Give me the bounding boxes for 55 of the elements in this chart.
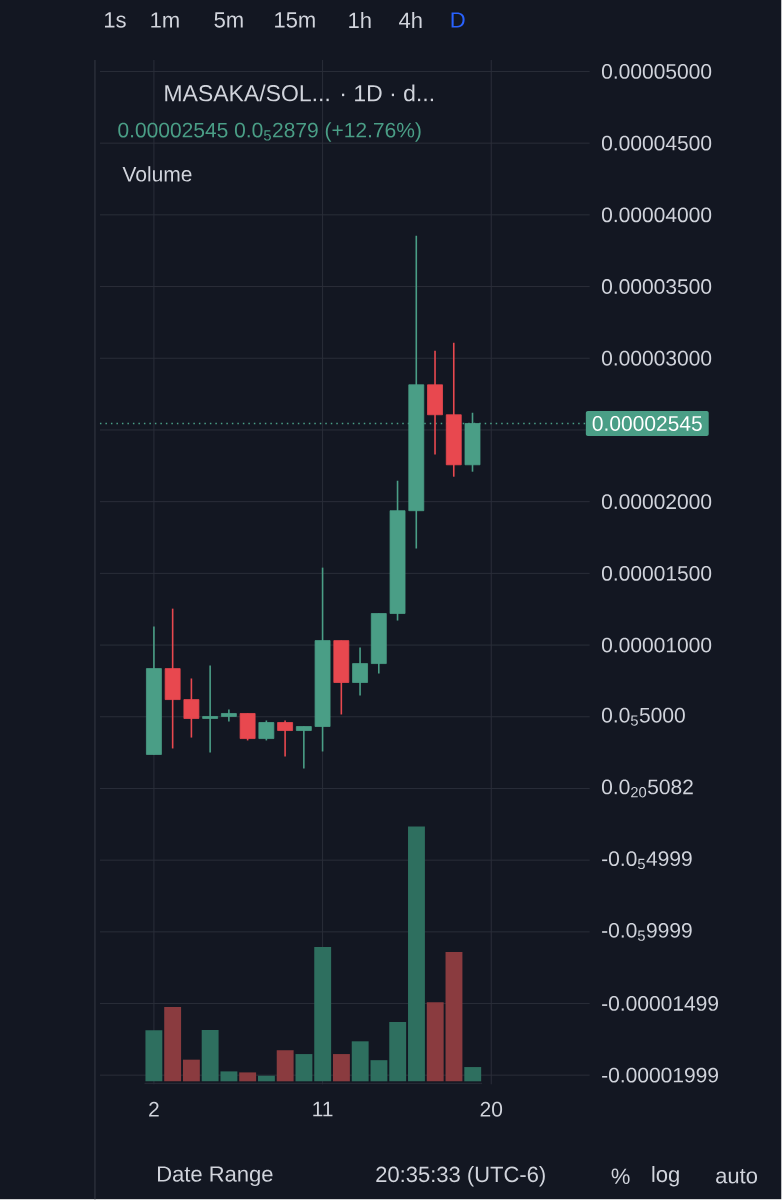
y-tick-label: -0.00001999 [602, 1067, 719, 1083]
text: 0.00002545 0.0$_{5}$2879 (+12.76%) [118, 122, 421, 142]
x-tick-label: 2 [149, 1101, 159, 1117]
x-tick-label: 11 [313, 1101, 333, 1117]
text: Date Range [158, 1166, 273, 1187]
bar [445, 952, 463, 1082]
text: log [652, 1166, 680, 1187]
ref-line-label: 0.00002545 [592, 416, 703, 431]
bar [314, 947, 332, 1082]
y-tick-label: 0.00005000 [602, 64, 712, 79]
bar [145, 1030, 163, 1082]
candlestick [352, 646, 369, 697]
y-tick-label: 0.00003500 [602, 279, 712, 294]
y-tick-label: -0.0$_{5}$9999 [602, 922, 692, 941]
y-tick-label: 0.00004500 [602, 135, 712, 151]
text: MASAKA/SOL... · 1D · d... [165, 84, 434, 102]
y-tick-label: 0.0$_{20}$5082 [602, 779, 694, 798]
y-tick-label: 0.00004000 [602, 207, 712, 223]
text: 1m [151, 12, 179, 28]
bar [183, 1059, 201, 1082]
y-tick-label: -0.00001499 [602, 996, 719, 1011]
candlestick [221, 708, 238, 723]
bar [389, 1021, 407, 1082]
text: auto [716, 1169, 758, 1184]
bar [333, 1054, 351, 1082]
bar [164, 1006, 182, 1082]
y-tick-label: 0.00003000 [602, 350, 712, 366]
candlestick [258, 719, 275, 742]
bar [464, 1067, 482, 1082]
text: % [611, 1168, 630, 1184]
bar [351, 1041, 369, 1082]
candlestick [202, 664, 219, 754]
text: 1s [105, 12, 126, 28]
text: 15m [275, 12, 315, 28]
x-tick-label: 20 [480, 1101, 503, 1117]
bar [295, 1054, 313, 1082]
y-tick-label: 0.00001000 [602, 637, 712, 653]
text: 1h [349, 11, 371, 28]
candlestick [296, 725, 312, 770]
y-tick-label: -0.0$_{5}$4999 [602, 851, 692, 870]
y-tick-label: 0.00001500 [602, 565, 712, 581]
candlestick [183, 677, 200, 739]
bar [427, 1002, 444, 1082]
bar [276, 1050, 294, 1082]
text: D [451, 12, 465, 28]
text: 20:35:33 (UTC-6) [376, 1166, 546, 1187]
candlestick [277, 719, 294, 758]
bar [408, 826, 426, 1082]
text: 4h [399, 11, 422, 28]
bar [239, 1072, 257, 1082]
y-tick-label: 0.00002000 [602, 494, 712, 510]
y-tick-label: 0.0$_{5}$5000 [602, 707, 686, 726]
chart-title: Volume [122, 166, 192, 182]
text: 5m [214, 12, 243, 28]
bar [370, 1060, 388, 1082]
